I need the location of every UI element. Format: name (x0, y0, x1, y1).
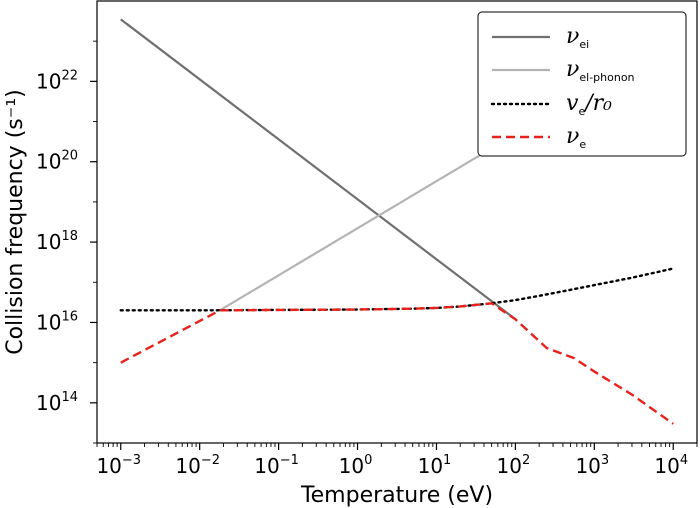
legend-label-1: νei (566, 24, 589, 51)
plot-frame (96, 0, 698, 444)
x-tick-label: 102 (497, 453, 531, 478)
y-tick-label: 1022 (36, 68, 78, 93)
series-line-1 (120, 18, 517, 321)
y-tick-label: 1020 (36, 149, 78, 174)
x-axis-label: Temperature (eV) (300, 483, 493, 508)
x-tick-label: 104 (654, 453, 688, 478)
series-line-4 (120, 302, 674, 425)
x-tick-label: 101 (418, 453, 452, 478)
x-tick-label: 10−3 (96, 453, 141, 478)
x-tick-label: 10−1 (254, 453, 299, 478)
x-tick-label: 103 (575, 453, 609, 478)
y-tick-label: 1016 (36, 309, 78, 334)
y-tick-label: 1018 (36, 229, 78, 254)
y-axis-label: Collision frequency (s⁻¹) (3, 89, 28, 355)
legend-label-3: ve/r₀ (566, 91, 612, 118)
legend-box (477, 11, 687, 157)
x-tick-label: 100 (339, 453, 373, 478)
series-line-3 (119, 267, 675, 312)
ticks-layer: 10−3 10−2 10−1 100 101 102 103 104 1014 1016 1018 1… (36, 40, 698, 478)
y-tick-label: 1014 (36, 390, 78, 415)
legend-label-4: νe (566, 124, 586, 151)
legend: νei νel-phonon ve/r₀ νe (477, 11, 687, 157)
legend-items: νei νel-phonon ve/r₀ νe (490, 24, 635, 151)
x-tick-label: 10−2 (175, 453, 220, 478)
legend-label-2: νel-phonon (566, 57, 635, 84)
